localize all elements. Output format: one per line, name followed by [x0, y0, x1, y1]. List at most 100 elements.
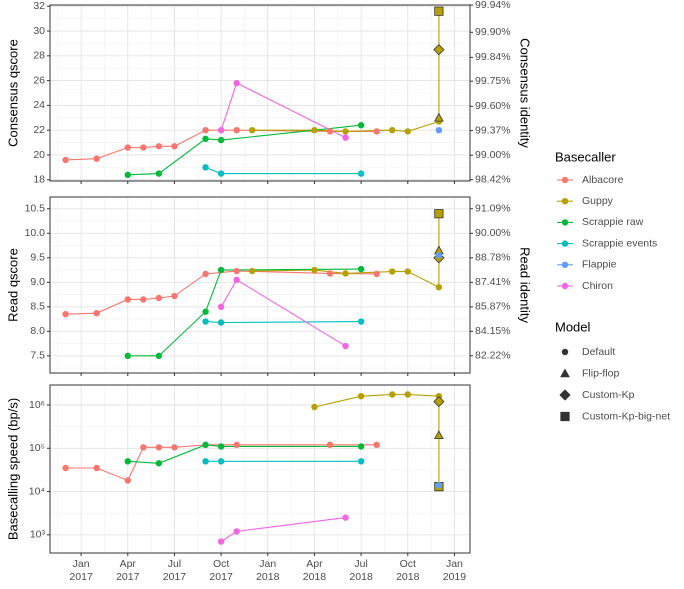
data-point — [434, 430, 444, 440]
legend-label: Flip-flop — [582, 367, 620, 379]
data-point — [233, 276, 240, 284]
data-point — [357, 458, 365, 465]
y2-tick-label: 99.75% — [475, 75, 511, 87]
data-point — [326, 270, 334, 277]
data-point — [373, 128, 380, 135]
y-tick-label: 10.5 — [25, 203, 46, 215]
x-tick-label: Apr 2017 — [116, 558, 140, 583]
x-tick-label: Jan 2019 — [442, 558, 467, 583]
x-tick-label: Jan 2018 — [256, 558, 280, 583]
data-point — [155, 460, 163, 467]
data-point — [434, 6, 444, 16]
data-point — [93, 464, 100, 472]
series-line — [65, 129, 377, 161]
legend-key — [559, 389, 571, 401]
series-line — [65, 444, 377, 482]
y-tick-label: 32 — [33, 0, 45, 12]
y-axis-title: Consensus qscore — [5, 39, 20, 147]
y2-tick-label: 82.22% — [475, 350, 511, 362]
legend-label: Scrappie raw — [582, 216, 644, 228]
y-tick-label: 9.0 — [30, 276, 45, 288]
y2-tick-label: 99.37% — [475, 124, 511, 136]
data-point — [357, 122, 365, 129]
y-tick-label: 7.5 — [30, 350, 45, 362]
legend-label: Custom-Kp-big-net — [582, 410, 670, 422]
data-point — [233, 441, 240, 449]
legend-key — [561, 348, 569, 356]
x-tick-label: Jul 2017 — [162, 558, 187, 583]
y2-tick-label: 87.41% — [475, 276, 511, 288]
x-tick-label: Jan 2017 — [69, 558, 93, 583]
data-point — [357, 318, 365, 325]
data-point — [435, 482, 443, 489]
data-point — [124, 296, 131, 303]
data-point — [217, 303, 225, 311]
data-point — [342, 514, 349, 521]
data-point — [155, 444, 163, 451]
legend-key — [561, 240, 569, 247]
data-point — [217, 319, 225, 326]
series-line — [65, 270, 377, 315]
y-tick-label: 10⁶ — [29, 399, 45, 411]
data-point — [217, 443, 225, 450]
y-tick-label: 30 — [33, 25, 45, 37]
y2-tick-label: 99.60% — [475, 100, 511, 112]
y-tick-label: 9.5 — [30, 252, 45, 264]
data-point — [62, 464, 69, 472]
y-tick-label: 10⁵ — [29, 442, 45, 454]
x-tick-label: Apr 2018 — [302, 558, 327, 583]
y-tick-label: 24 — [33, 99, 45, 111]
data-point — [140, 444, 147, 451]
panel-background — [50, 385, 470, 553]
y2-tick-label: 99.90% — [475, 26, 511, 38]
data-point — [233, 79, 240, 87]
data-point — [434, 112, 444, 122]
legend-label: Guppy — [582, 195, 614, 207]
panel-border — [49, 4, 471, 182]
data-point — [202, 135, 209, 143]
data-point — [435, 126, 443, 134]
y-tick-label: 10⁴ — [29, 485, 45, 497]
y-tick-label: 28 — [33, 50, 45, 62]
data-point — [124, 477, 131, 484]
data-point — [373, 270, 380, 278]
legend-label: Chiron — [582, 280, 613, 292]
data-point — [249, 267, 256, 275]
data-point — [202, 441, 209, 449]
legend-title: Model — [555, 319, 591, 334]
data-point — [217, 126, 225, 134]
data-point — [93, 155, 100, 162]
data-point — [202, 270, 209, 278]
data-point — [124, 458, 131, 465]
y-tick-label: 22 — [33, 124, 45, 136]
data-point — [217, 266, 225, 274]
data-point — [435, 252, 443, 259]
data-point — [62, 156, 69, 164]
y-tick-label: 8.5 — [30, 301, 45, 313]
data-point — [342, 342, 349, 350]
data-point — [140, 296, 147, 303]
data-point — [124, 171, 131, 179]
data-point — [233, 528, 240, 535]
y-tick-label: 10³ — [30, 529, 46, 541]
data-point — [62, 310, 69, 318]
legend-title: Basecaller — [555, 149, 616, 164]
data-point — [155, 170, 163, 177]
legend-label: Flappie — [582, 259, 617, 271]
data-point — [433, 44, 445, 56]
data-point — [155, 294, 163, 302]
panel-border — [49, 196, 471, 374]
data-point — [171, 143, 178, 150]
legend-key — [561, 261, 569, 268]
x-tick-label: Jul 2018 — [349, 558, 373, 583]
data-point — [389, 268, 396, 275]
data-point — [124, 144, 131, 151]
y2-tick-label: 98.42% — [475, 173, 511, 185]
panel-background — [50, 197, 470, 373]
series-line — [314, 393, 440, 487]
legend-label: Custom-Kp — [582, 389, 635, 401]
y-axis-title: Read qscore — [5, 248, 20, 322]
data-point — [404, 391, 411, 398]
legend-key — [561, 198, 569, 205]
y2-tick-label: 99.94% — [475, 0, 511, 11]
